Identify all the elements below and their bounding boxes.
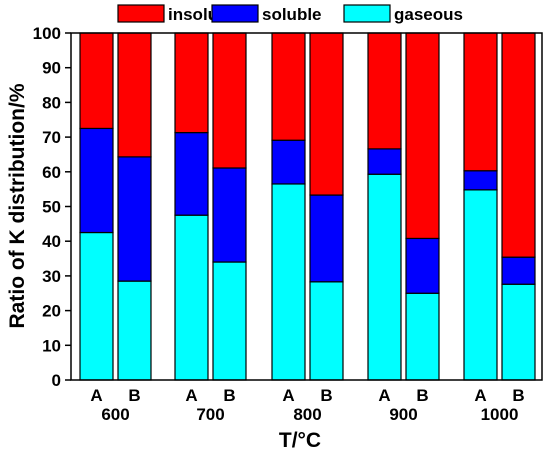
legend-swatch-gaseous — [343, 4, 391, 23]
bar-gaseous-5 — [271, 183, 306, 381]
bar-soluble-10 — [501, 256, 536, 285]
bar-gaseous-3 — [174, 214, 209, 381]
legend-label-gaseous: gaseous — [394, 5, 463, 24]
x-axis-title: T/°C — [279, 429, 321, 452]
x-bar-label-1: A — [90, 386, 102, 405]
x-bar-label-10: B — [512, 386, 524, 405]
bar-insoluble-1 — [79, 32, 114, 130]
bar-insoluble-4 — [212, 32, 247, 169]
bar-soluble-4 — [212, 167, 247, 263]
bar-insoluble-3 — [174, 32, 209, 134]
y-tick-label-10: 10 — [42, 336, 61, 355]
y-tick-label-100: 100 — [33, 24, 61, 43]
bar-soluble-7 — [367, 148, 402, 175]
y-tick-label-20: 20 — [42, 302, 61, 321]
y-tick-label-40: 40 — [42, 232, 61, 251]
bar-gaseous-10 — [501, 283, 536, 381]
legend: insoluble soluble gaseous — [117, 4, 463, 24]
x-bar-label-3: A — [185, 386, 197, 405]
y-tick-label-80: 80 — [42, 93, 61, 112]
x-group-label-1000: 1000 — [481, 405, 519, 424]
y-tick-label-30: 30 — [42, 267, 61, 286]
bar-gaseous-1 — [79, 231, 114, 381]
x-bar-label-4: B — [223, 386, 235, 405]
x-bar-label-7: A — [378, 386, 390, 405]
y-tick-label-50: 50 — [42, 198, 61, 217]
x-group-label-700: 700 — [196, 405, 224, 424]
legend-swatch-insoluble — [117, 4, 165, 23]
x-bar-label-8: B — [416, 386, 428, 405]
legend-swatch-soluble — [211, 4, 259, 23]
bar-insoluble-9 — [463, 32, 498, 172]
x-bar-label-2: B — [128, 386, 140, 405]
bar-gaseous-8 — [405, 292, 440, 381]
x-group-label-900: 900 — [389, 405, 417, 424]
y-tick-label-0: 0 — [52, 371, 61, 390]
x-bar-label-6: B — [320, 386, 332, 405]
bars — [79, 32, 536, 381]
y-tick-label-60: 60 — [42, 163, 61, 182]
x-bar-label-9: A — [474, 386, 486, 405]
bar-insoluble-5 — [271, 32, 306, 141]
bar-gaseous-7 — [367, 173, 402, 381]
x-group-label-800: 800 — [293, 405, 321, 424]
x-bar-label-5: A — [282, 386, 294, 405]
bar-insoluble-8 — [405, 32, 440, 240]
bar-soluble-9 — [463, 170, 498, 191]
bar-insoluble-2 — [117, 32, 152, 158]
bar-soluble-3 — [174, 131, 209, 216]
bar-insoluble-10 — [501, 32, 536, 258]
bar-soluble-8 — [405, 237, 440, 294]
bar-insoluble-7 — [367, 32, 402, 150]
y-tick-label-70: 70 — [42, 128, 61, 147]
bar-gaseous-6 — [309, 281, 344, 381]
bar-soluble-6 — [309, 194, 344, 283]
y-tick-label-90: 90 — [42, 59, 61, 78]
bar-insoluble-6 — [309, 32, 344, 196]
bar-soluble-5 — [271, 139, 306, 185]
bar-soluble-1 — [79, 127, 114, 234]
bar-soluble-2 — [117, 156, 152, 282]
bar-gaseous-2 — [117, 280, 152, 381]
legend-label-soluble: soluble — [262, 5, 322, 24]
x-group-label-600: 600 — [101, 405, 129, 424]
y-axis-title: Ratio of K distribution/% — [6, 83, 29, 328]
bar-gaseous-4 — [212, 261, 247, 381]
bar-gaseous-9 — [463, 189, 498, 381]
